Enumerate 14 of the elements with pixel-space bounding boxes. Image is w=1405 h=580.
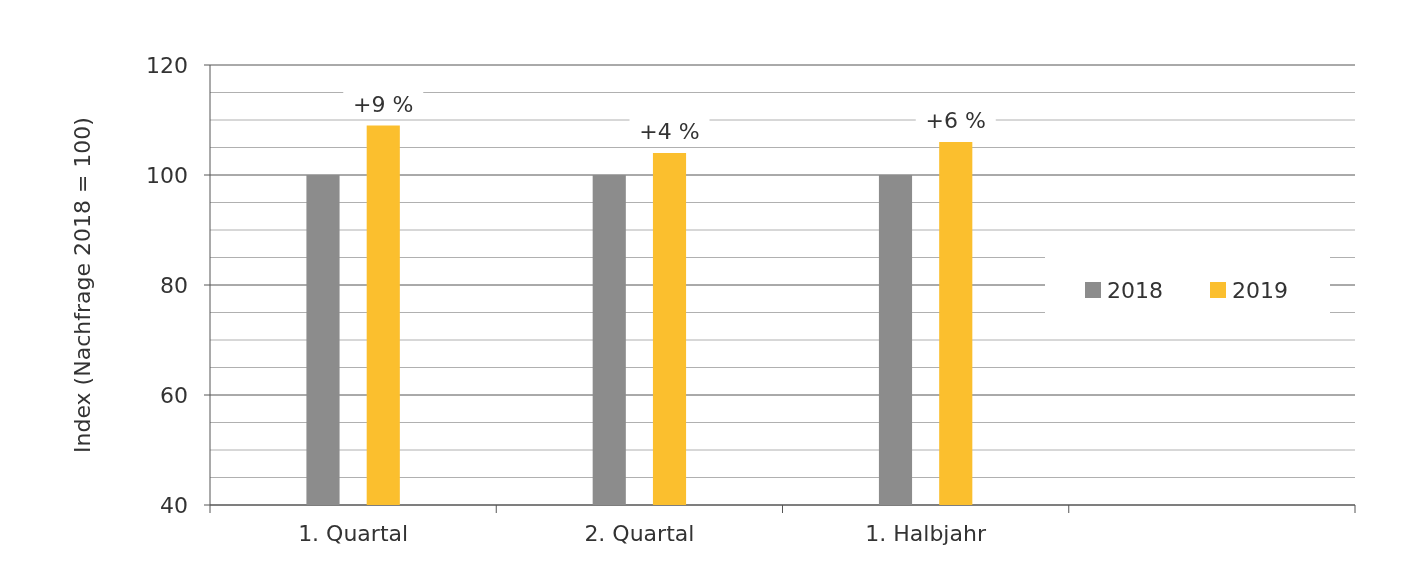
x-tick-label: 1. Quartal (298, 521, 409, 546)
legend-label: 2019 (1232, 277, 1288, 303)
y-axis-title: Index (Nachfrage 2018 = 100) (70, 117, 95, 453)
x-tick-label: 1. Halbjahr (865, 521, 987, 546)
annotation: +6 % (925, 108, 986, 133)
y-tick-label: 120 (146, 52, 188, 78)
annotation: +4 % (639, 119, 700, 144)
y-tick-label: 80 (160, 272, 188, 298)
annotation: +9 % (353, 91, 414, 117)
y-tick-label: 100 (146, 162, 188, 188)
y-tick-label: 40 (160, 492, 188, 518)
x-tick-label: 2. Quartal (584, 521, 695, 546)
y-tick-label: 60 (160, 382, 188, 408)
legend-label: 2018 (1107, 277, 1163, 303)
